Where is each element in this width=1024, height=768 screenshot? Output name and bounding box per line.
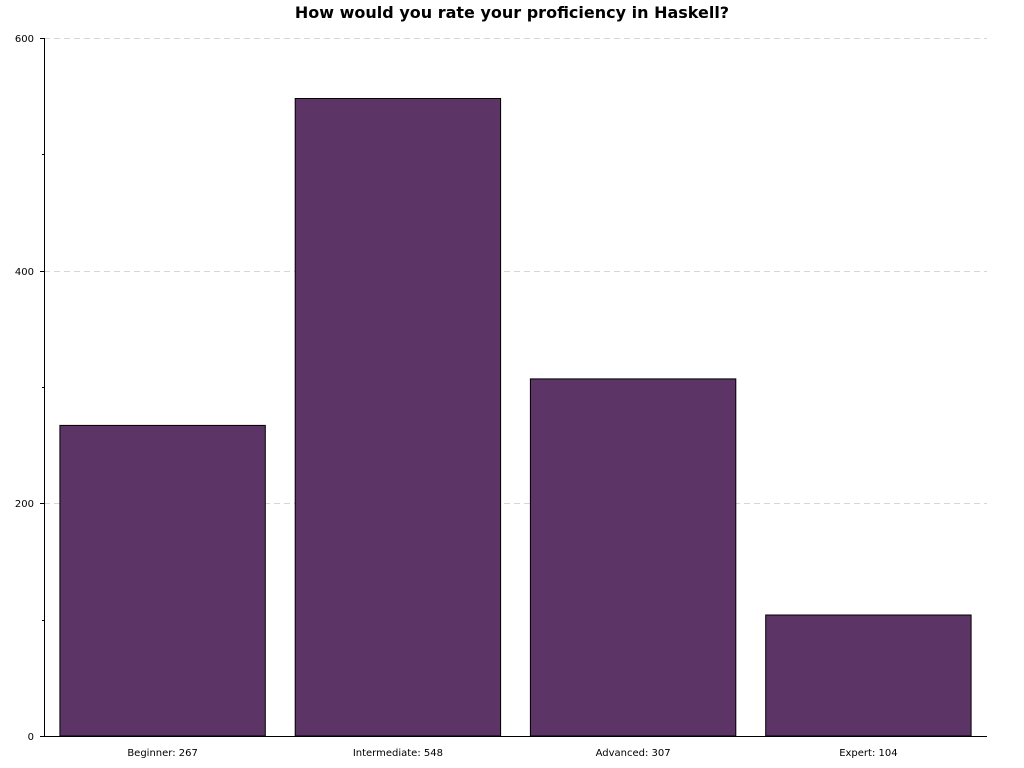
y-tick-label: 0 — [28, 732, 34, 743]
x-tick-label: Beginner: 267 — [127, 748, 198, 759]
y-tick-label: 400 — [15, 267, 34, 278]
y-axis-ticks: 0 200 400 600 — [15, 34, 44, 743]
chart-title: How would you rate your proficiency in H… — [295, 3, 729, 22]
bars — [59, 98, 972, 737]
x-axis-labels: Beginner: 267 Intermediate: 548 Advanced: … — [127, 748, 897, 759]
y-tick-label: 600 — [15, 34, 34, 45]
bar-beginner — [59, 424, 266, 737]
y-tick-label: 200 — [15, 499, 34, 510]
bar-expert — [765, 614, 972, 737]
bar-intermediate — [294, 98, 502, 737]
axes — [44, 38, 987, 737]
x-tick-label: Intermediate: 548 — [353, 748, 443, 759]
x-tick-label: Expert: 104 — [839, 748, 897, 759]
x-tick-label: Advanced: 307 — [596, 748, 671, 759]
bar-advanced — [529, 378, 737, 737]
gridlines — [44, 38, 987, 504]
